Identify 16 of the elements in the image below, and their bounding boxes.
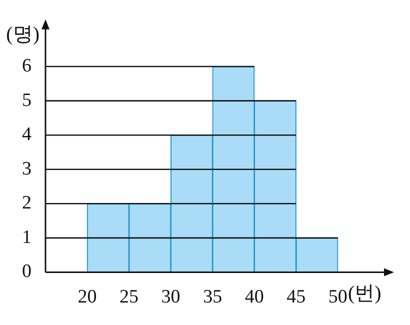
x-tick-label: 25 [120,286,139,308]
x-tick-label: 30 [161,286,180,308]
x-tick-label: 40 [244,286,264,308]
y-tick-label: 2 [22,192,32,214]
y-tick-label: 0 [22,261,32,282]
y-axis-title: (명) [6,24,40,46]
y-tick-label: 5 [22,90,32,111]
x-tick-label: 20 [78,286,97,308]
x-tick-label: 35 [203,286,222,308]
y-tick-label: 1 [22,226,32,248]
y-tick-label: 3 [22,158,32,180]
y-tick-label: 4 [22,124,32,146]
x-axis-title: (번) [348,282,382,304]
x-tick-label: 50 [328,286,348,308]
x-tick-label: 45 [286,286,306,308]
y-tick-label: 6 [22,56,32,77]
